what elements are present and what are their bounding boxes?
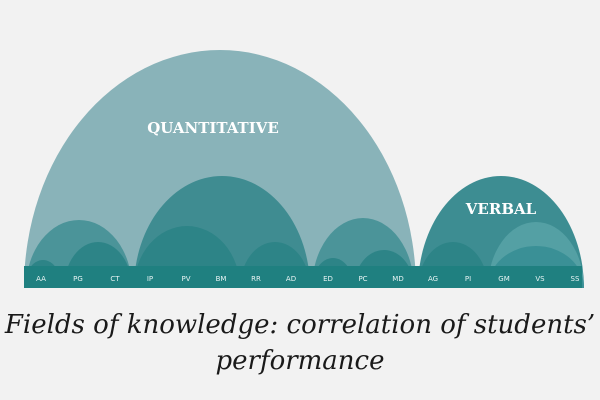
field-label-bm: BM bbox=[216, 275, 227, 283]
field-label-pg: PG bbox=[73, 275, 83, 283]
group-label-quantitative: QUANTITATIVE bbox=[147, 119, 279, 137]
group-label-verbal: VERBAL bbox=[465, 200, 537, 218]
arc-layer bbox=[24, 50, 584, 288]
field-label-gm: GM bbox=[498, 275, 509, 283]
caption-line-1: Fields of knowledge: correlation of stud… bbox=[4, 310, 596, 340]
caption-line-2: performance bbox=[215, 346, 385, 376]
field-label-pi: PI bbox=[465, 275, 471, 283]
field-label-ip: IP bbox=[147, 275, 153, 283]
field-label-ss: SS bbox=[571, 275, 580, 283]
field-label-rr: RR bbox=[251, 275, 261, 283]
arc-diagram-graphic: AA PG CT IP PV BM RR AD ED PC MD AG PI GM VS SS QUANTIT… bbox=[24, 50, 584, 288]
field-label-ag: AG bbox=[428, 275, 438, 283]
field-label-pv: PV bbox=[181, 275, 190, 283]
field-label-aa: AA bbox=[36, 275, 46, 283]
field-label-pc: PC bbox=[358, 275, 367, 283]
field-label-md: MD bbox=[392, 275, 403, 283]
arc-quantitative bbox=[24, 50, 416, 288]
field-label-ed: ED bbox=[323, 275, 333, 283]
field-label-ad: AD bbox=[286, 275, 296, 283]
field-labels: AA PG CT IP PV BM RR AD ED PC MD AG PI GM VS SS bbox=[36, 275, 580, 283]
field-label-ct: CT bbox=[110, 275, 120, 283]
field-strip bbox=[24, 266, 582, 288]
field-label-vs: VS bbox=[535, 275, 545, 283]
